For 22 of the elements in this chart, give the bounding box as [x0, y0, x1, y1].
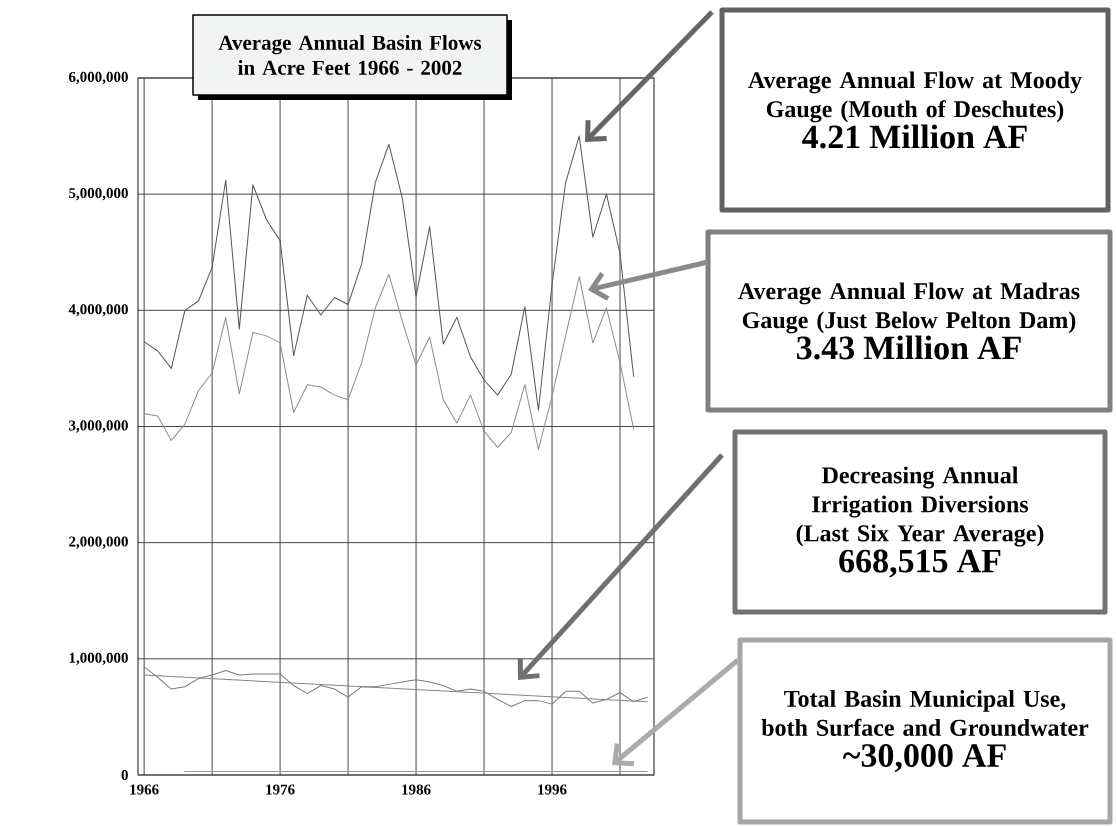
- y-tick-label: 4,000,000: [68, 304, 128, 317]
- line-series: [143, 273, 635, 451]
- text: 3.43 Million AF: [796, 335, 1021, 360]
- y-tick-label: 6,000,000: [68, 71, 128, 85]
- y-tick-label: 0: [121, 769, 128, 781]
- y-tick-label: 2,000,000: [69, 536, 128, 549]
- x-tick-label: 1986: [402, 784, 431, 795]
- y-tick-label: 5,000,000: [69, 188, 128, 201]
- text: Decreasing Annual Irrigation Diversions (Last Six Year Average): [796, 466, 1044, 547]
- x-tick-label: 1996: [538, 784, 567, 795]
- text: 668,515 AF: [839, 549, 1001, 578]
- y-tick-label: 1,000,000: [69, 652, 128, 665]
- x-tick-label: 1976: [266, 784, 295, 795]
- text: Total Basin Municipal Use, both Surface and Groundwater: [761, 690, 1089, 736]
- y-tick-label: 3,000,000: [69, 420, 128, 433]
- text: 4.21 Million AF: [802, 124, 1027, 149]
- text: Average Annual Flow at Madras Gauge (Just Below Pelton Dam): [738, 282, 1080, 334]
- text: ~30,000 AF: [843, 744, 1006, 772]
- text: Average Annual Flow at Moody Gauge (Mouth of Deschutes): [748, 71, 1082, 123]
- x-tick-label: 1966: [130, 784, 159, 795]
- chart-title: Average Annual Basin Flows in Acre Feet 1966 - 2002: [218, 35, 482, 75]
- line-series: [143, 135, 635, 411]
